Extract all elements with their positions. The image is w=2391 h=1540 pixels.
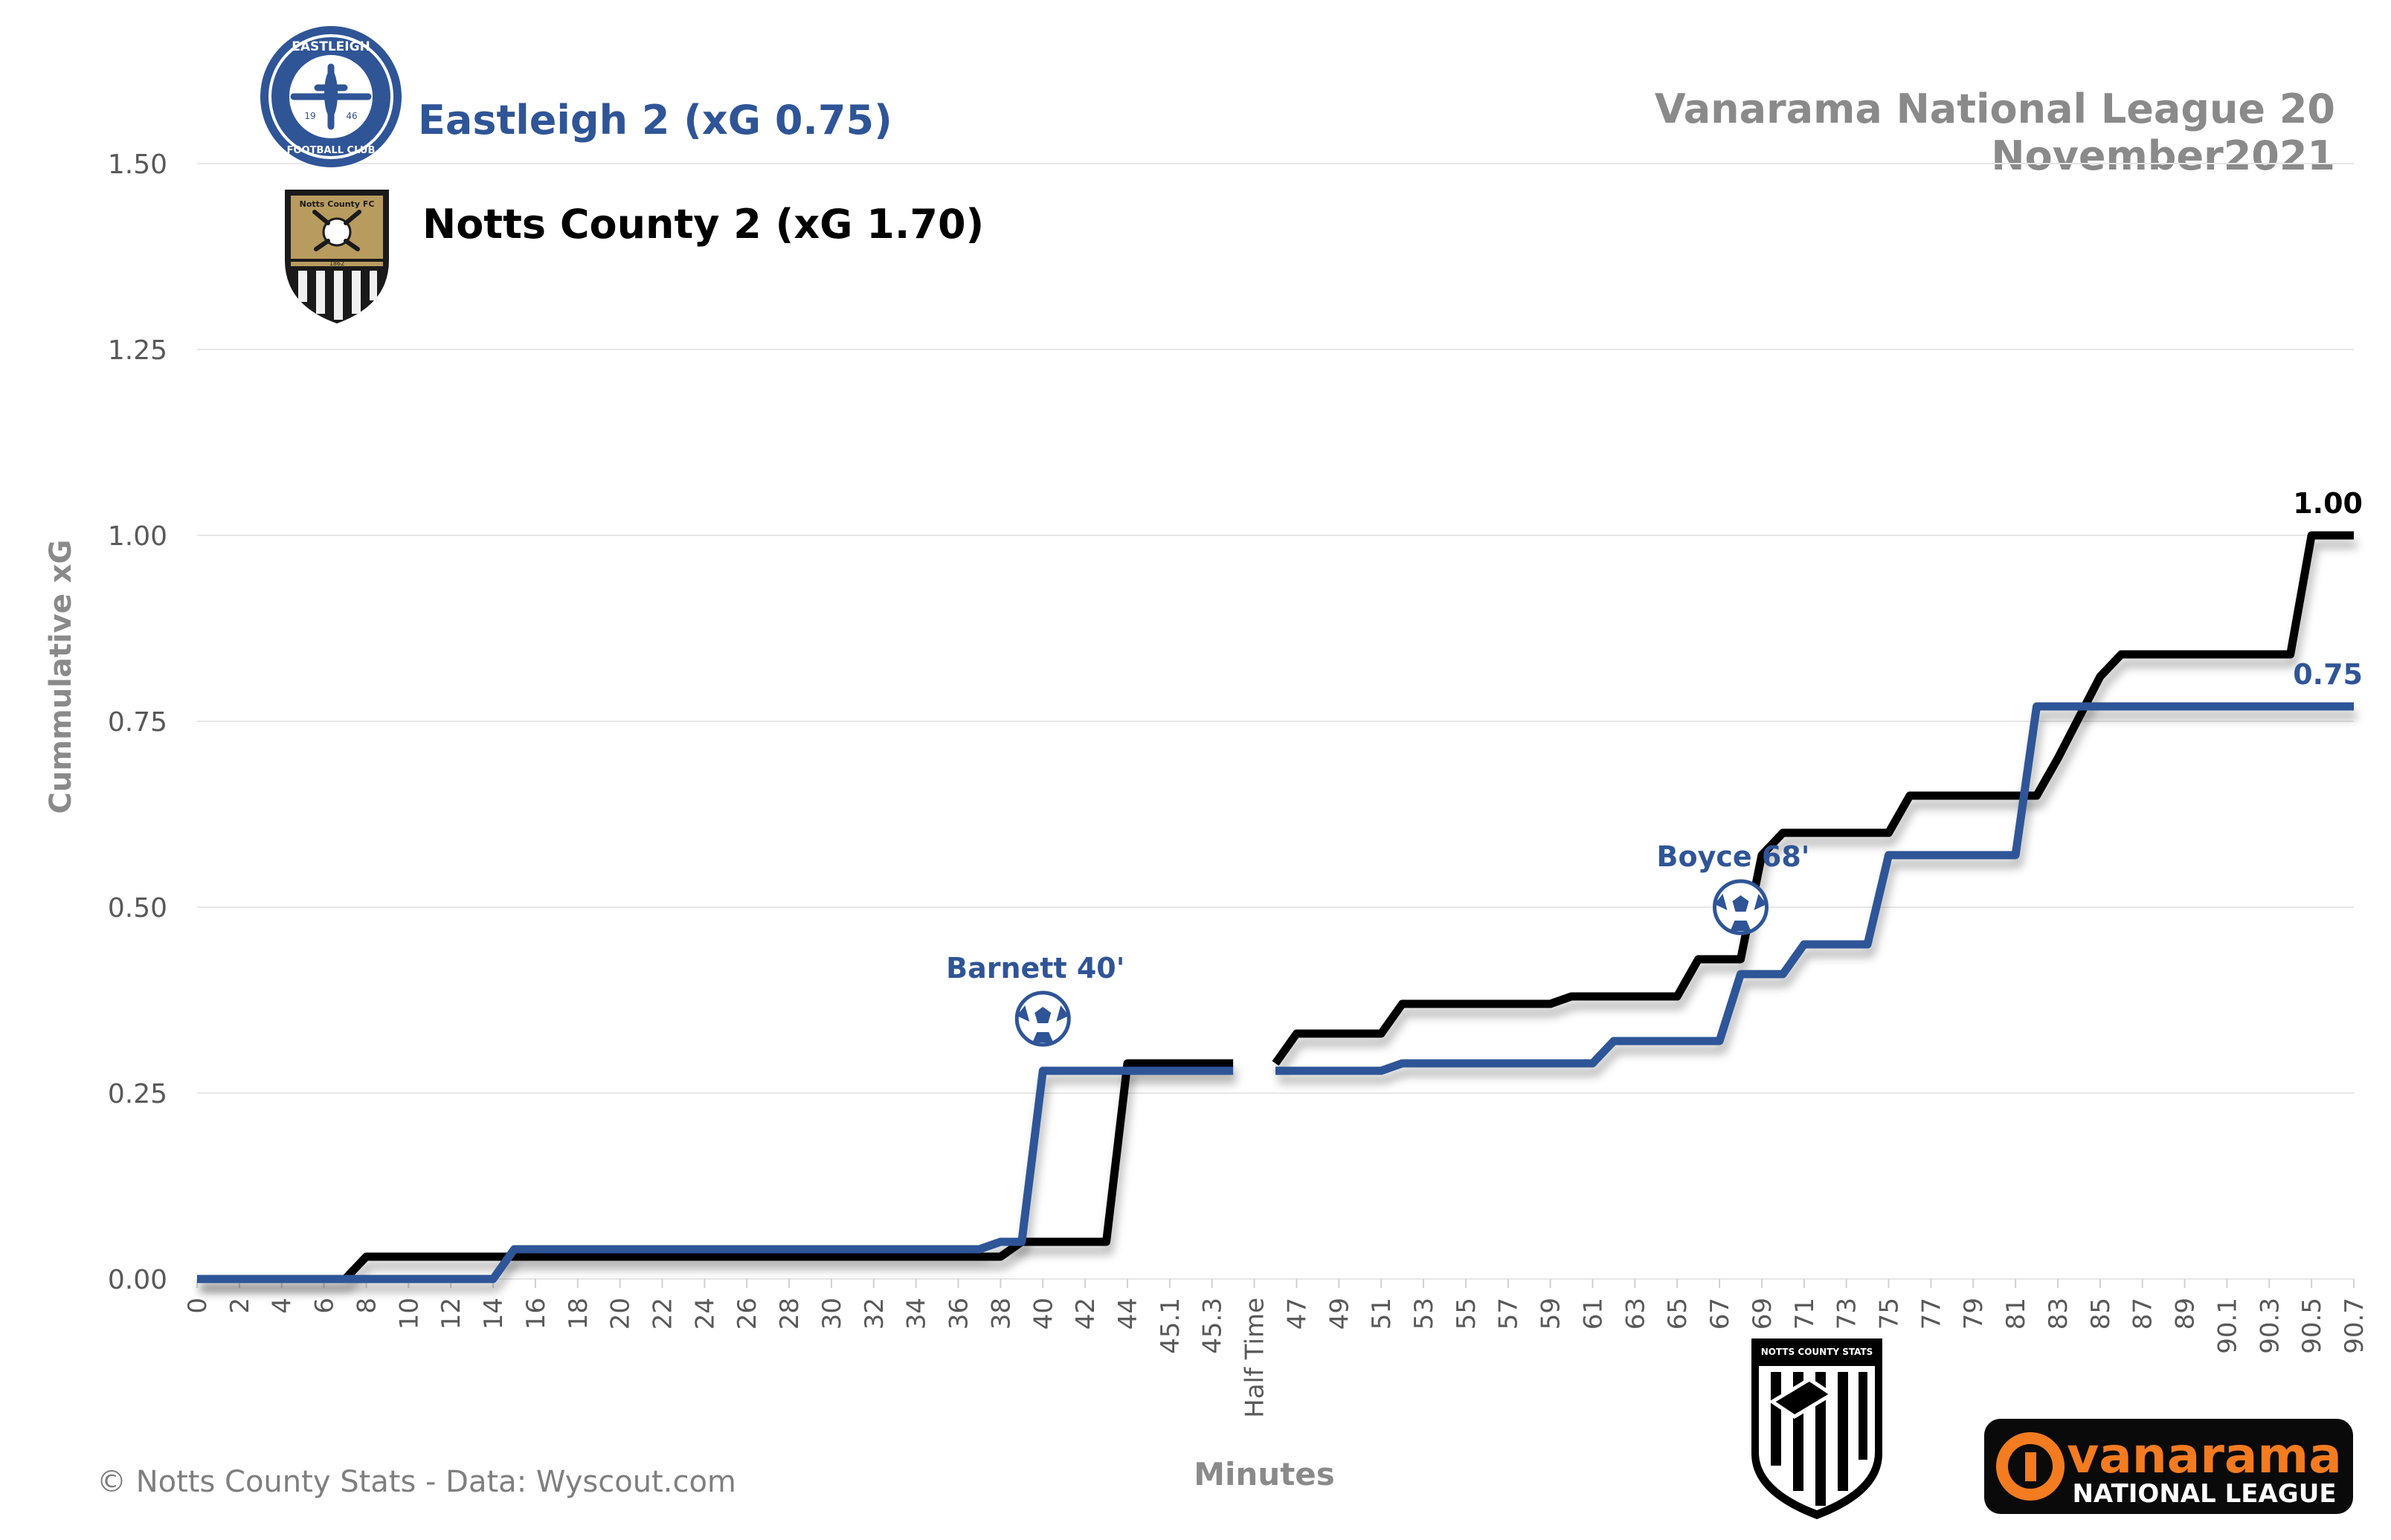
gridlines	[197, 163, 2354, 1280]
x-tick-label: 36	[945, 1298, 974, 1330]
x-tick-label: 87	[2128, 1298, 2158, 1330]
x-tick-label: 79	[1959, 1298, 1989, 1330]
y-tick-label: 1.50	[108, 149, 167, 180]
y-axis-label: Cummulative xG	[44, 540, 78, 814]
vanarama-sub-text: NATIONAL LEAGUE	[2072, 1479, 2336, 1509]
eastleigh-crest-top-text: EASTLEIGH	[292, 39, 370, 54]
eastleigh-crest-logo: EASTLEIGH FOOTBALL CLUB 19 46	[260, 26, 402, 167]
x-tick-label: 90.1	[2213, 1298, 2242, 1354]
x-tick-label: 90.5	[2297, 1298, 2327, 1354]
x-tick-label: 73	[1832, 1298, 1862, 1330]
x-tick-label: 89	[2171, 1298, 2201, 1330]
x-tick-label: 6	[310, 1298, 340, 1314]
x-tick-label: 22	[648, 1298, 678, 1330]
y-tick-label: 0.50	[108, 893, 167, 924]
x-tick-label: 75	[1875, 1298, 1905, 1330]
x-tick-label: 45.1	[1156, 1298, 1185, 1354]
x-tick-label: Half Time	[1240, 1298, 1270, 1418]
goal-annotations: Barnett 40' Boyce 68'	[946, 840, 1810, 1047]
x-tick-label: 63	[1621, 1298, 1650, 1330]
goal-annotation-label: Barnett 40'	[946, 952, 1124, 985]
goal-ball-icon	[1014, 990, 1071, 1047]
x-tick-label: 42	[1071, 1298, 1101, 1330]
x-axis-label: Minutes	[1194, 1456, 1335, 1492]
y-tick-label: 0.00	[108, 1265, 167, 1295]
x-tick-label: 34	[902, 1298, 932, 1330]
x-tick-label: 71	[1790, 1298, 1820, 1330]
x-tick-label: 90.3	[2255, 1298, 2285, 1354]
x-tick-label: 51	[1367, 1298, 1397, 1330]
notts-county-stats-logo: NOTTS COUNTY STATS	[1751, 1338, 1882, 1519]
goal-annotation-label: Boyce 68'	[1657, 840, 1810, 873]
x-tick-label: 18	[564, 1298, 593, 1330]
x-tick-label: 8	[352, 1298, 382, 1314]
x-tick-label: 14	[479, 1298, 509, 1330]
goal-ball-icon	[1712, 879, 1769, 935]
y-tick-label: 0.25	[108, 1079, 167, 1109]
x-tick-label: 53	[1409, 1298, 1439, 1330]
notts-crest-year: 1862	[329, 260, 344, 267]
vanarama-national-league-logo: vanarama NATIONAL LEAGUE	[1984, 1419, 2353, 1514]
team-notts-label: Notts County 2 (xG 1.70)	[422, 201, 985, 248]
x-tick-label: 20	[606, 1298, 636, 1330]
y-tick-label: 0.75	[108, 707, 167, 738]
series-line	[1272, 531, 2354, 1066]
y-tick-label: 1.25	[108, 335, 167, 366]
x-tick-label: 30	[817, 1298, 847, 1330]
x-tick-label: 69	[1748, 1298, 1777, 1330]
x-tick-label: 47	[1282, 1298, 1312, 1330]
x-tick-label: 28	[775, 1298, 805, 1330]
x-tick-label: 83	[2044, 1298, 2073, 1330]
x-tick-label: 10	[394, 1298, 424, 1330]
series-end-label: 1.00	[2293, 487, 2363, 520]
eastleigh-crest-year-right: 46	[346, 111, 357, 121]
y-tick-label: 1.00	[108, 521, 167, 552]
series-end-label: 0.75	[2293, 658, 2363, 691]
series-eastleigh	[197, 702, 2354, 1283]
x-tick-label: 26	[733, 1298, 762, 1330]
credit-text: © Notts County Stats - Data: Wyscout.com	[97, 1465, 736, 1499]
x-tick-label: 61	[1578, 1298, 1608, 1330]
x-tick-label: 32	[860, 1298, 889, 1330]
eastleigh-crest-bottom-text: FOOTBALL CLUB	[287, 145, 376, 156]
x-tick-label: 49	[1325, 1298, 1354, 1330]
series-line	[197, 1066, 1234, 1283]
x-tick-label: 57	[1494, 1298, 1524, 1330]
chart-title: Vanarama National League 20 November2021	[1654, 86, 2335, 179]
x-tick-label: 45.3	[1198, 1298, 1228, 1354]
ncs-logo-text: NOTTS COUNTY STATS	[1761, 1347, 1873, 1357]
notts-county-crest-logo: Notts County FC 1862	[285, 190, 389, 323]
series-line	[1275, 702, 2354, 1075]
x-tick-label: 12	[437, 1298, 466, 1330]
x-tick-label: 4	[268, 1298, 297, 1314]
x-tick-label: 85	[2086, 1298, 2116, 1330]
x-axis-ticks: 0 2 4 6 8 10 12 14 16 18 20 22 24 26 28 30 32 34 36 38 40 42 4…	[183, 1279, 2369, 1418]
notts-crest-text: Notts County FC	[300, 199, 375, 209]
x-tick-label: 40	[1029, 1298, 1058, 1330]
x-tick-label: 2	[225, 1298, 255, 1314]
vanarama-brand-text: vanarama	[2067, 1427, 2341, 1484]
x-tick-label: 77	[1917, 1298, 1946, 1330]
team-eastleigh-label: Eastleigh 2 (xG 0.75)	[418, 97, 892, 144]
x-tick-label: 44	[1113, 1298, 1143, 1330]
x-tick-label: 81	[2001, 1298, 2031, 1330]
x-tick-label: 59	[1536, 1298, 1566, 1330]
x-tick-label: 67	[1705, 1298, 1735, 1330]
x-tick-label: 90.7	[2340, 1298, 2369, 1354]
series-lines: 1.00 0.75	[197, 487, 2363, 1283]
x-tick-label: 0	[183, 1298, 213, 1314]
y-axis-ticks: 0.00 0.25 0.50 0.75 1.00 1.25 1.50	[108, 149, 167, 1295]
x-tick-label: 24	[690, 1298, 720, 1330]
eastleigh-crest-year-left: 19	[304, 111, 315, 121]
x-tick-label: 65	[1663, 1298, 1693, 1330]
x-tick-label: 38	[986, 1298, 1016, 1330]
x-tick-label: 55	[1452, 1298, 1481, 1330]
x-tick-label: 16	[521, 1298, 551, 1330]
